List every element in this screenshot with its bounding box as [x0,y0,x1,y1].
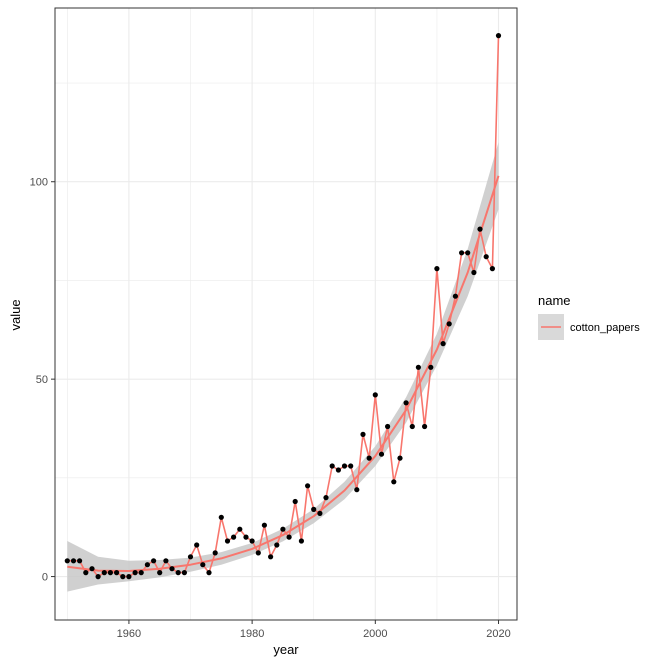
x-tick-labels: 1960 1980 2000 2020 [117,628,511,640]
data-point [292,498,298,505]
data-point [446,321,452,327]
data-point [120,574,126,580]
data-point [286,534,292,540]
data-point [341,463,348,469]
data-point [403,400,409,406]
data-point [354,487,360,493]
data-point [452,293,458,299]
data-point [243,534,249,540]
x-tick-label: 1980 [240,628,264,640]
data-point [397,455,403,461]
data-point [459,250,465,256]
data-point [366,455,372,461]
data-point [391,479,397,485]
data-point [89,566,95,572]
data-point [231,534,237,540]
data-point [261,522,267,528]
smooth-trend-line [67,175,500,572]
data-point [144,562,150,568]
data-point [360,431,366,437]
data-point [422,423,428,430]
data-point [378,451,385,457]
data-point [274,542,280,548]
data-point [317,510,323,516]
legend: name cotton_papers [538,293,640,340]
legend-title: name [538,293,571,308]
data-point [335,467,341,473]
y-tick-labels: 0 50 100 [30,177,48,584]
data-point [157,570,163,576]
data-point [268,554,274,560]
grid-major [55,8,517,620]
data-point [151,558,157,564]
data-point [218,514,224,520]
data-point [206,570,212,576]
data-point [83,570,89,576]
data-point [249,538,255,544]
data-point [329,463,335,469]
y-axis-title: value [8,299,23,330]
data-point [187,554,194,560]
data-point [311,506,317,512]
data-point [212,550,218,556]
data-point [163,558,169,564]
data-point [489,266,495,272]
data-point [138,570,144,576]
x-tick-label: 1960 [117,628,141,640]
data-point [126,574,132,580]
data-point [305,483,311,489]
y-tick-label: 100 [30,177,48,189]
data-point [477,226,483,232]
data-point [255,550,261,556]
data-point [483,254,489,260]
data-point [70,558,77,564]
y-tick-label: 50 [36,374,48,386]
data-point [428,364,434,370]
data-point [415,364,421,370]
data-point [101,570,107,576]
y-tick-label: 0 [42,572,48,584]
data-point [95,574,101,580]
data-point [280,526,286,532]
x-axis-title: year [273,642,299,657]
x-tick-label: 2000 [363,628,387,640]
x-tick-label: 2020 [486,628,510,640]
data-point [495,33,502,39]
axis-ticks [51,181,500,624]
data-point [114,570,120,576]
data-point [175,570,181,576]
data-point [169,566,175,572]
data-point [181,570,187,576]
data-point [434,266,440,272]
data-point [107,570,113,576]
data-point [77,558,83,564]
data-point [409,423,415,430]
data-point [298,538,304,544]
data-point [194,542,200,548]
data-point [224,538,231,544]
data-points [64,33,502,580]
data-point [132,570,138,576]
panel-border [54,7,518,621]
data-point [64,558,70,564]
data-point [323,495,329,501]
data-point [465,250,471,256]
legend-label-cotton-papers: cotton_papers [570,322,640,334]
data-point [348,463,354,469]
data-point [372,392,378,398]
data-point [385,423,391,430]
data-point [471,269,477,276]
data-point [237,526,243,532]
data-point [440,341,446,347]
grid-minor [55,8,517,620]
data-point [200,562,206,568]
